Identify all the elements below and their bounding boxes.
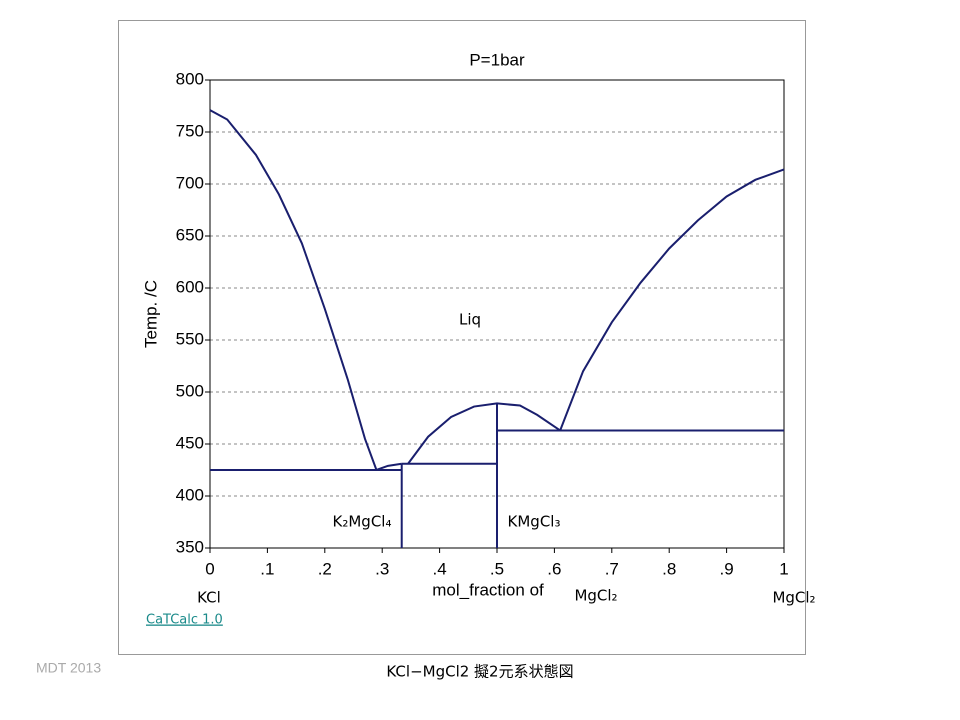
x-tick-label: .8 xyxy=(662,559,676,578)
frame xyxy=(118,20,806,655)
annotation: MgCl₂ xyxy=(574,587,617,605)
phase-line xyxy=(407,402,561,465)
y-axis-label: Temp. /C xyxy=(141,280,160,348)
annotation: KCl xyxy=(197,589,221,607)
x-tick-label: .6 xyxy=(547,559,561,578)
y-tick-label: 600 xyxy=(176,277,204,296)
footer-left: MDT 2013 xyxy=(36,660,101,676)
phase-line xyxy=(559,168,785,431)
y-tick-label: 450 xyxy=(176,433,204,452)
annotation: KMgCl₃ xyxy=(508,513,561,531)
y-tick-label: 650 xyxy=(176,225,204,244)
x-tick-label: .9 xyxy=(720,559,734,578)
y-tick-label: 750 xyxy=(176,121,204,140)
caption: KCl−MgCl2 擬2元系状態図 xyxy=(386,663,573,681)
phase-line xyxy=(376,462,402,471)
annotation: MgCl₂ xyxy=(772,589,815,607)
y-tick-label: 800 xyxy=(176,69,204,88)
x-tick-label: .1 xyxy=(260,559,274,578)
x-tick-label: 1 xyxy=(779,559,788,578)
x-axis-label: mol_fraction of xyxy=(432,580,544,599)
y-tick-label: 400 xyxy=(176,485,204,504)
y-tick-label: 350 xyxy=(176,537,204,556)
x-tick-label: .3 xyxy=(375,559,389,578)
y-tick-label: 500 xyxy=(176,381,204,400)
y-tick-label: 700 xyxy=(176,173,204,192)
x-tick-label: .4 xyxy=(433,559,447,578)
x-tick-label: .5 xyxy=(490,559,504,578)
x-tick-label: .2 xyxy=(318,559,332,578)
annotation: K₂MgCl₄ xyxy=(333,513,392,531)
credit-link[interactable]: CaTCalc 1.0 xyxy=(146,613,223,628)
x-tick-label: .7 xyxy=(605,559,619,578)
annotation: Liq xyxy=(459,311,481,329)
chart-title: P=1bar xyxy=(469,50,525,69)
y-tick-label: 550 xyxy=(176,329,204,348)
phase-line xyxy=(209,109,378,471)
x-tick-label: 0 xyxy=(205,559,214,578)
